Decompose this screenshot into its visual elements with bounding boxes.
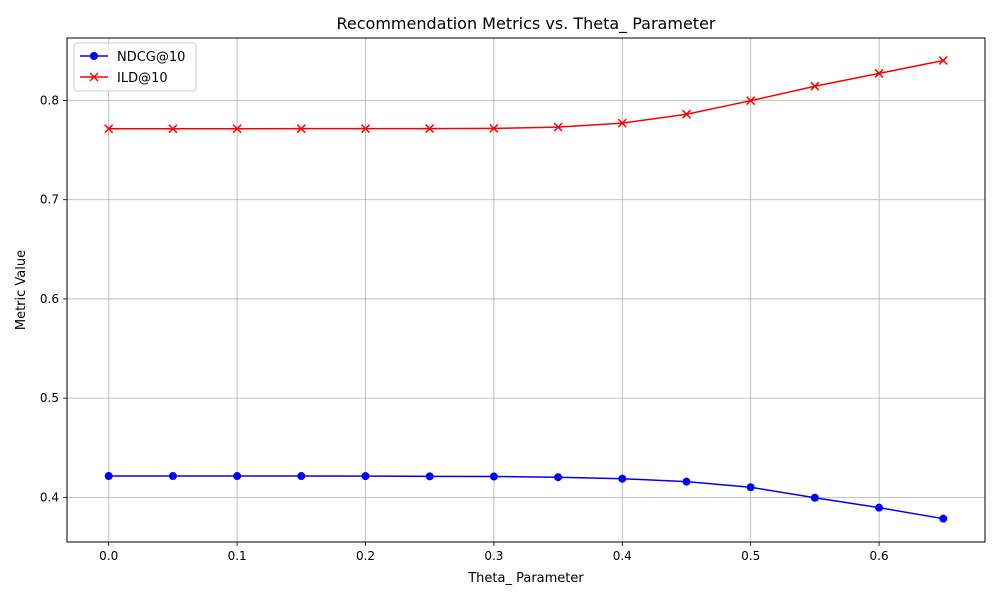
data-point-ndcg-10 bbox=[875, 503, 884, 512]
y-tick-label: 0.7 bbox=[40, 193, 59, 207]
series-ild-10 bbox=[104, 55, 948, 134]
data-point-ild-10 bbox=[746, 96, 756, 106]
data-point-ild-10 bbox=[938, 55, 948, 66]
series-line-ild-10 bbox=[108, 59, 944, 130]
data-point-ild-10 bbox=[296, 124, 306, 134]
data-point-ndcg-10 bbox=[425, 472, 434, 481]
series-ndcg-10 bbox=[104, 472, 948, 523]
series-layer bbox=[104, 55, 948, 523]
data-point-ndcg-10 bbox=[104, 472, 113, 481]
data-point-ild-10 bbox=[168, 124, 178, 134]
y-axis: 0.4 0.5 0.6 0.7 0.8 bbox=[40, 94, 67, 504]
y-tick-label: 0.4 bbox=[40, 490, 59, 504]
data-point-ild-10 bbox=[810, 81, 820, 91]
data-point-ild-10 bbox=[681, 109, 692, 119]
data-point-ndcg-10 bbox=[682, 477, 691, 486]
x-tick-label: 0.0 bbox=[99, 549, 118, 563]
data-point-ild-10 bbox=[425, 124, 435, 134]
x-tick-label: 0.3 bbox=[484, 549, 503, 563]
grid bbox=[67, 38, 985, 542]
legend-label-ild: ILD@10 bbox=[117, 71, 168, 86]
y-axis-label: Metric Value bbox=[14, 250, 29, 330]
x-tick-label: 0.5 bbox=[741, 549, 760, 563]
y-tick-label: 0.6 bbox=[40, 292, 59, 306]
x-tick-label: 0.1 bbox=[228, 549, 247, 563]
data-point-ndcg-10 bbox=[361, 472, 370, 481]
x-tick-label: 0.2 bbox=[356, 549, 375, 563]
data-point-ild-10 bbox=[489, 123, 499, 133]
data-point-ild-10 bbox=[874, 68, 884, 78]
data-point-ndcg-10 bbox=[939, 514, 948, 523]
data-point-ild-10 bbox=[232, 124, 242, 134]
data-point-ndcg-10 bbox=[746, 483, 755, 492]
data-point-ndcg-10 bbox=[810, 493, 819, 502]
data-point-ndcg-10 bbox=[489, 472, 498, 481]
data-point-ndcg-10 bbox=[554, 473, 563, 482]
data-point-ild-10 bbox=[360, 124, 371, 134]
legend-marker-ild bbox=[89, 72, 99, 82]
data-point-ild-10 bbox=[617, 118, 627, 128]
y-tick-label: 0.8 bbox=[40, 94, 59, 108]
x-axis: 0.0 0.1 0.2 0.3 0.4 0.5 0.6 bbox=[99, 542, 889, 563]
chart-title: Recommendation Metrics vs. Theta_ Parame… bbox=[337, 14, 716, 34]
data-point-ndcg-10 bbox=[168, 472, 177, 481]
series-line-ndcg-10 bbox=[108, 475, 944, 520]
data-point-ndcg-10 bbox=[297, 472, 306, 481]
data-point-ndcg-10 bbox=[618, 474, 627, 483]
legend-marker-ndcg bbox=[90, 52, 98, 60]
x-tick-label: 0.6 bbox=[870, 549, 889, 563]
legend-box bbox=[73, 42, 197, 92]
x-tick-label: 0.4 bbox=[613, 549, 632, 563]
legend-label-ndcg: NDCG@10 bbox=[117, 50, 185, 65]
plot-area bbox=[66, 37, 986, 543]
data-point-ild-10 bbox=[104, 124, 114, 134]
legend: NDCG@10 ILD@10 bbox=[73, 42, 197, 92]
data-point-ndcg-10 bbox=[233, 472, 242, 481]
data-point-ild-10 bbox=[553, 122, 563, 132]
x-axis-label: Theta_ Parameter bbox=[467, 571, 584, 586]
y-tick-label: 0.5 bbox=[40, 391, 59, 405]
